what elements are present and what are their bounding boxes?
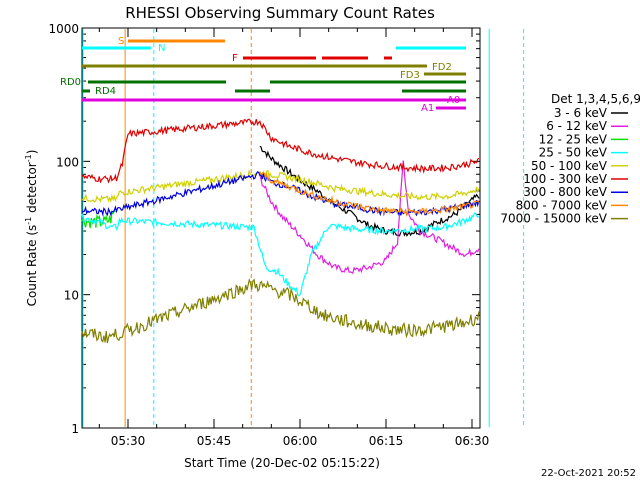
series-line [259,145,480,237]
legend-label: 800 - 7000 keV [516,198,608,212]
legend-label: 3 - 6 keV [554,106,608,120]
state-bar-label: A1 [421,103,434,114]
axes: 1 10 100 1000 05:30 05:45 06:00 06:15 06:30 [48,22,525,448]
legend-label: 300 - 800 keV [523,185,607,199]
state-bar [402,89,466,93]
legend-label: 7000 - 15000 keV [500,212,607,226]
state-bar [88,80,226,84]
state-bar-label: FD2 [432,62,452,73]
series-line [81,171,480,217]
y-tick-label: 10 [64,289,79,303]
legend-title: Det 1,3,4,5,6,9 [551,92,640,106]
state-bar-label: F [232,53,238,64]
state-bar [243,56,316,60]
state-bar [128,39,225,43]
x-tick-label: 05:45 [197,434,232,448]
state-bar-label: S [118,36,124,47]
state-bar [82,46,151,50]
state-bar [384,56,392,60]
state-bar [424,72,466,76]
series-line [81,169,480,204]
timestamp: 22-Oct-2021 20:52 [541,468,636,479]
y-tick-label: 1000 [48,22,79,36]
state-bar [82,98,466,102]
y-tick-label: 1 [71,422,79,436]
state-bar-label: N [158,43,165,54]
state-bar-label: RD4 [95,86,116,97]
x-tick-label: 06:00 [283,434,318,448]
state-bar [82,64,427,68]
legend-label: 25 - 50 keV [539,146,608,160]
state-bar-label: A0 [447,95,460,106]
x-tick-label: 06:30 [455,434,490,448]
series-line [81,209,116,229]
state-bar [396,46,466,50]
state-bar-label: RD0 [60,77,81,88]
legend-label: 12 - 25 keV [539,132,608,146]
x-tick-label: 05:30 [111,434,146,448]
plot-frame [81,27,481,429]
series-line [259,160,480,275]
legend-label: 6 - 12 keV [546,119,608,133]
state-bars: S N F FD2 FD3 RD0 RD4 A0 A1 [60,36,466,114]
series-group [81,118,480,344]
legend-label: 50 - 100 keV [531,159,608,173]
state-bar [436,106,466,110]
series-line [81,278,480,344]
series-line [81,212,480,297]
chart-title: RHESSI Observing Summary Count Rates [125,4,435,22]
x-tick-label: 06:15 [369,434,404,448]
y-tick-label: 100 [56,155,79,169]
state-bar-label: FD3 [400,70,420,81]
state-bar [82,89,90,93]
state-bar [235,89,270,93]
series-line [81,118,480,184]
legend-label: 100 - 300 keV [523,172,607,186]
x-axis-label: Start Time (20-Dec-02 05:15:22) [184,456,380,470]
state-bar [322,56,368,60]
state-bar [270,80,466,84]
series-line [259,171,480,217]
y-axis-label: Count Rate (s-1 detector-1) [24,150,39,307]
